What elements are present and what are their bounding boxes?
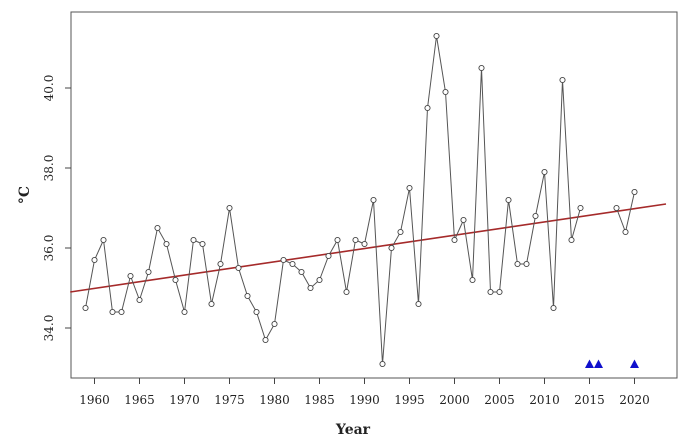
- x-tick-label-1965: 1965: [124, 393, 155, 407]
- data-point-1972: [199, 240, 206, 248]
- data-point-1971: [190, 236, 197, 244]
- x-tick-label-1975: 1975: [214, 393, 245, 407]
- data-point-1980: [271, 320, 278, 328]
- data-point-2004: [487, 288, 494, 296]
- plot-frame: [70, 11, 678, 379]
- trend-line-group: [70, 203, 667, 293]
- data-point-1970: [181, 308, 188, 316]
- data-point-1998: [433, 32, 440, 40]
- data-point-1989: [352, 236, 359, 244]
- data-point-1966: [145, 268, 152, 276]
- data-point-2000: [451, 236, 458, 244]
- data-point-1985: [316, 276, 323, 284]
- x-tick-label-2015: 2015: [574, 393, 605, 407]
- data-point-1996: [415, 300, 422, 308]
- x-tick-label-2005: 2005: [484, 393, 515, 407]
- data-point-1983: [298, 268, 305, 276]
- observed-series-group: [82, 32, 638, 368]
- observed-line-segment-2: [616, 191, 635, 234]
- y-tick-label-40: 40.0: [42, 75, 56, 102]
- data-point-2002: [469, 276, 476, 284]
- x-axis-title: Year: [335, 422, 371, 438]
- data-point-1975: [226, 204, 233, 212]
- triangle-marker-2015: [585, 359, 594, 368]
- data-point-1962: [109, 308, 116, 316]
- data-point-2014: [577, 204, 584, 212]
- x-tick-label-2020: 2020: [619, 393, 650, 407]
- data-point-1988: [343, 288, 350, 296]
- data-point-2006: [505, 196, 512, 204]
- data-point-1965: [136, 296, 143, 304]
- data-point-1964: [127, 272, 134, 280]
- data-point-2003: [478, 64, 485, 72]
- data-point-1978: [253, 308, 260, 316]
- data-point-1959: [82, 304, 89, 312]
- data-point-1994: [397, 228, 404, 236]
- data-point-2013: [568, 236, 575, 244]
- data-point-1973: [208, 300, 215, 308]
- data-point-2012: [559, 76, 566, 84]
- data-point-2001: [460, 216, 467, 224]
- data-point-2020: [631, 188, 638, 196]
- data-point-1990: [361, 240, 368, 248]
- data-point-1993: [388, 244, 395, 252]
- trend-line: [70, 203, 667, 293]
- y-axis: 34.0 36.0 38.0 40.0: [42, 75, 71, 342]
- data-point-1974: [217, 260, 224, 268]
- data-point-2005: [496, 288, 503, 296]
- data-point-1963: [118, 308, 125, 316]
- triangle-marker-2016: [594, 359, 603, 368]
- data-point-1968: [163, 240, 170, 248]
- x-axis: 1960 1965 1970 1975 1980 1985 1990 1995 2000 2005…: [79, 378, 650, 407]
- x-tick-label-1970: 1970: [169, 393, 200, 407]
- triangle-marker-2020: [630, 359, 639, 368]
- x-tick-label-1980: 1980: [259, 393, 290, 407]
- y-tick-label-34: 34.0: [42, 315, 56, 342]
- y-tick-label-36: 36.0: [42, 235, 56, 262]
- data-point-2018: [613, 204, 620, 212]
- x-tick-label-1960: 1960: [79, 393, 110, 407]
- data-point-1995: [406, 184, 413, 192]
- data-point-2007: [514, 260, 521, 268]
- data-point-1992: [379, 360, 386, 368]
- missing-year-markers: [585, 359, 639, 368]
- data-point-1976: [235, 264, 242, 272]
- x-tick-label-1995: 1995: [394, 393, 425, 407]
- data-point-1960: [91, 256, 98, 264]
- x-tick-label-1985: 1985: [304, 393, 335, 407]
- y-axis-title: °C: [17, 186, 33, 204]
- x-tick-label-1990: 1990: [349, 393, 380, 407]
- data-point-2011: [550, 304, 557, 312]
- data-point-2019: [622, 228, 629, 236]
- y-tick-label-38: 38.0: [42, 155, 56, 182]
- data-point-2010: [541, 168, 548, 176]
- data-point-1987: [334, 236, 341, 244]
- data-point-1982: [289, 260, 296, 268]
- data-point-1967: [154, 224, 161, 232]
- x-tick-label-2000: 2000: [439, 393, 470, 407]
- data-point-2008: [523, 260, 530, 268]
- x-tick-label-2010: 2010: [529, 393, 560, 407]
- data-point-1969: [172, 276, 179, 284]
- data-point-2009: [532, 212, 539, 220]
- data-point-1961: [100, 236, 107, 244]
- data-point-1986: [325, 252, 332, 260]
- data-point-1984: [307, 284, 314, 292]
- data-point-1981: [280, 256, 287, 264]
- data-point-1977: [244, 292, 251, 300]
- data-point-1991: [370, 196, 377, 204]
- data-point-1997: [424, 104, 431, 112]
- data-point-1999: [442, 88, 449, 96]
- data-point-1979: [262, 336, 269, 344]
